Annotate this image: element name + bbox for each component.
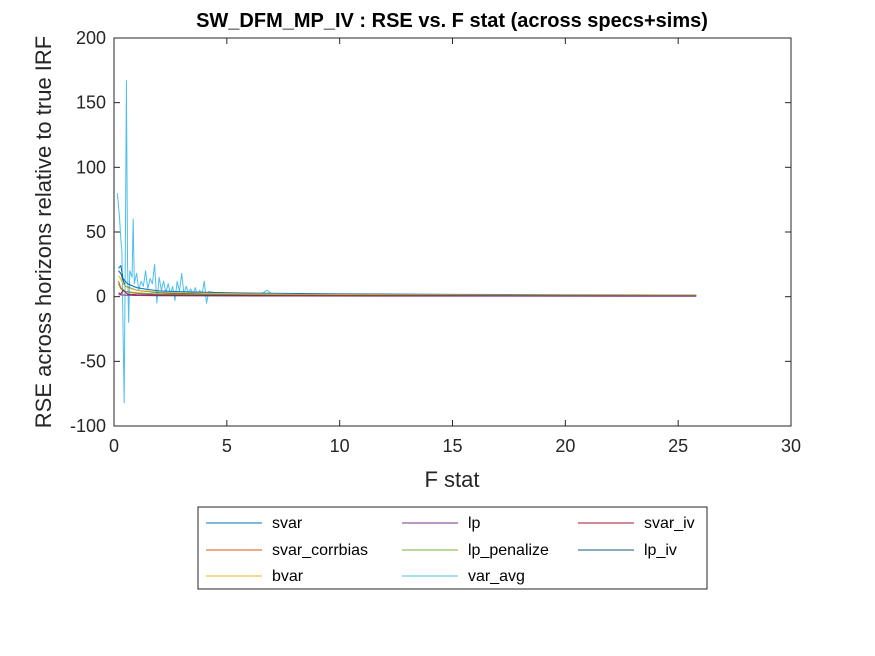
- x-axis: 0 5 10 15 20 25 30: [109, 38, 801, 456]
- series-line-bvar: [118, 275, 697, 296]
- series-line-svar: [118, 265, 697, 296]
- legend-label: svar: [272, 515, 303, 532]
- legend-label: svar_iv: [644, 515, 695, 532]
- x-tick-label: 15: [442, 436, 462, 456]
- y-tick-label: 200: [76, 28, 106, 48]
- chart-title: SW_DFM_MP_IV : RSE vs. F stat (across sp…: [196, 10, 708, 32]
- y-tick-label: 50: [86, 222, 106, 242]
- x-tick-label: 25: [668, 436, 688, 456]
- y-axis: -100 -50 0 50 100 150 200: [70, 28, 791, 436]
- y-axis-label: RSE across horizons relative to true IRF: [31, 36, 56, 428]
- legend-label: var_avg: [468, 568, 525, 585]
- legend-box: [197, 506, 708, 590]
- y-tick-label: -50: [80, 351, 106, 371]
- x-tick-label: 30: [781, 436, 801, 456]
- plot-area: [114, 38, 791, 426]
- y-tick-label: 100: [76, 157, 106, 177]
- legend-label: lp: [468, 515, 481, 532]
- y-tick-label: 150: [76, 93, 106, 113]
- y-tick-label: -100: [70, 416, 106, 436]
- legend-label: lp_penalize: [468, 542, 549, 559]
- x-axis-label: F stat: [424, 467, 479, 492]
- legend-label: bvar: [272, 568, 304, 585]
- x-tick-label: 10: [330, 436, 350, 456]
- x-tick-label: 0: [109, 436, 119, 456]
- legend: svar lp svar_iv svar_corrbias lp_penalize lp_…: [197, 506, 708, 590]
- series-line-lp: [118, 294, 697, 297]
- series-layer: [116, 80, 697, 404]
- x-tick-label: 5: [222, 436, 232, 456]
- x-tick-label: 20: [555, 436, 575, 456]
- y-tick-label: 0: [96, 287, 106, 307]
- legend-label: svar_corrbias: [272, 542, 368, 559]
- legend-items: svar lp svar_iv svar_corrbias lp_penalize lp_…: [206, 515, 695, 585]
- legend-label: lp_iv: [644, 542, 677, 559]
